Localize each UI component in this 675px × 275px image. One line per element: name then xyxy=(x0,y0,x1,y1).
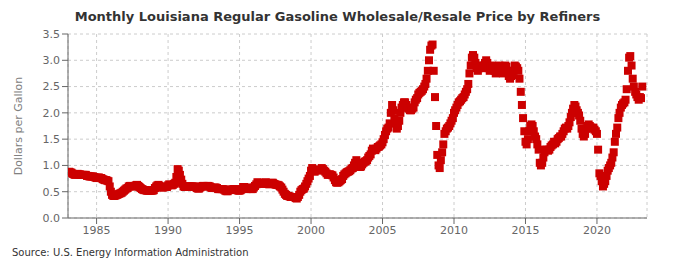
svg-text:2015: 2015 xyxy=(511,224,539,237)
svg-text:0.5: 0.5 xyxy=(43,186,61,199)
svg-text:2020: 2020 xyxy=(583,224,611,237)
svg-text:2.5: 2.5 xyxy=(43,80,61,93)
svg-text:0.0: 0.0 xyxy=(43,212,61,225)
svg-text:1.0: 1.0 xyxy=(43,159,61,172)
svg-text:2000: 2000 xyxy=(297,224,325,237)
svg-text:3.0: 3.0 xyxy=(43,54,61,67)
svg-text:1995: 1995 xyxy=(226,224,254,237)
svg-text:1985: 1985 xyxy=(83,224,111,237)
svg-text:2010: 2010 xyxy=(440,224,468,237)
svg-text:2005: 2005 xyxy=(369,224,397,237)
svg-text:1990: 1990 xyxy=(154,224,182,237)
html-text:Monthly Louisiana Regular Gaso: Monthly Louisiana Regular Gasoline Whole… xyxy=(74,9,601,24)
svg-text:2.0: 2.0 xyxy=(43,107,61,120)
svg-text:3.5: 3.5 xyxy=(43,28,61,41)
svg-text:1.5: 1.5 xyxy=(43,133,61,146)
html-text:Source: U.S. Energy Informatio: Source: U.S. Energy Information Administ… xyxy=(12,247,249,258)
svg-text:Dollars per Gallon: Dollars per Gallon xyxy=(12,77,25,176)
